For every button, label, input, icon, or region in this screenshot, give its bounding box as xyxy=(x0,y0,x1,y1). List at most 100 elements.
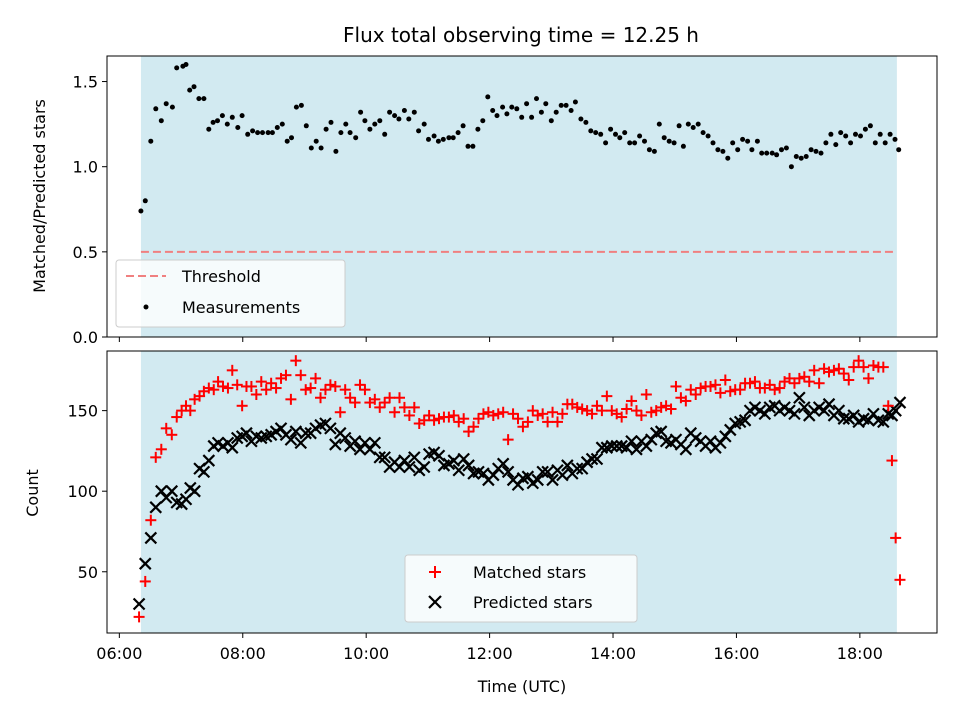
predicted-star-point xyxy=(610,439,624,453)
matched-star-point xyxy=(630,405,642,417)
matched-star-point xyxy=(576,403,588,415)
matched-star-point xyxy=(813,377,825,389)
matched-star-point xyxy=(788,377,800,389)
measurement-point xyxy=(700,130,706,136)
matched-star-point xyxy=(571,401,583,413)
matched-star-point xyxy=(155,443,167,455)
measurement-point xyxy=(387,109,393,115)
measurement-point xyxy=(343,121,349,127)
matched-star-point xyxy=(670,380,682,392)
predicted-star-point xyxy=(202,454,216,467)
measurement-point xyxy=(338,130,344,136)
chart-title: Flux total observing time = 12.25 h xyxy=(343,23,699,47)
measurement-point xyxy=(548,118,554,124)
measurement-point xyxy=(196,96,202,102)
measurement-point xyxy=(293,104,299,110)
predicted-star-point xyxy=(452,463,466,477)
matched-star-point xyxy=(769,384,781,396)
measurement-point xyxy=(416,128,422,134)
measurement-point xyxy=(740,136,746,142)
matched-star-point xyxy=(255,376,267,388)
bottom-legend-label-predicted: Predicted stars xyxy=(473,593,593,612)
matched-star-point xyxy=(433,413,445,425)
measurement-point xyxy=(593,130,599,136)
matched-star-point xyxy=(384,392,396,404)
matched-star-point xyxy=(369,393,381,405)
measurement-point xyxy=(735,147,741,153)
matched-star-point xyxy=(139,575,151,587)
matched-star-point xyxy=(250,389,262,401)
measurement-point xyxy=(401,108,407,113)
matched-star-point xyxy=(150,451,162,463)
matched-star-point xyxy=(507,408,519,420)
matched-star-point xyxy=(838,368,850,380)
predicted-star-point xyxy=(654,425,668,438)
measurement-point xyxy=(705,133,711,139)
measurement-point xyxy=(858,133,863,139)
predicted-star-point xyxy=(590,452,604,466)
matched-star-point xyxy=(448,409,460,421)
predicted-star-point xyxy=(197,465,211,479)
matched-star-point xyxy=(477,408,489,420)
matched-star-point xyxy=(655,401,667,413)
matched-star-point xyxy=(222,382,234,394)
matched-star-point xyxy=(492,408,504,420)
predicted-star-point xyxy=(501,465,515,479)
measurement-point xyxy=(680,143,686,149)
measurement-point xyxy=(298,102,304,108)
predicted-star-point xyxy=(556,468,569,482)
measurement-point xyxy=(377,118,383,124)
measurement-point xyxy=(613,131,618,137)
measurement-point xyxy=(788,164,794,170)
measurement-point xyxy=(406,116,412,122)
predicted-star-point xyxy=(144,531,158,545)
measurement-point xyxy=(455,130,461,136)
predicted-star-point xyxy=(368,436,382,450)
predicted-star-point xyxy=(788,407,801,421)
matched-star-point xyxy=(537,408,549,420)
measurement-point xyxy=(255,130,261,136)
measurement-point xyxy=(798,155,804,161)
measurement-point xyxy=(318,145,324,151)
measurement-point xyxy=(519,114,525,120)
measurement-point xyxy=(887,131,893,137)
matched-star-point xyxy=(823,366,835,378)
measurement-point xyxy=(224,121,230,127)
bottom-y-axis: 50 100 150 xyxy=(67,402,107,582)
matched-star-point xyxy=(867,360,879,372)
measurement-point xyxy=(504,111,510,117)
predicted-star-point xyxy=(822,397,836,411)
measurement-point xyxy=(210,119,216,125)
matched-star-point xyxy=(423,409,435,421)
measurement-point xyxy=(215,118,220,124)
measurement-point xyxy=(367,126,373,132)
measurement-point xyxy=(783,145,789,151)
predicted-star-point xyxy=(188,484,201,498)
matched-star-point xyxy=(497,406,509,418)
matched-star-point xyxy=(808,364,820,376)
measurement-point xyxy=(764,150,770,156)
top-x-axis-ticks xyxy=(118,337,861,342)
measurement-point xyxy=(494,113,500,119)
measurement-point xyxy=(656,121,662,127)
measurement-point xyxy=(245,131,251,137)
y-tick-label: 50 xyxy=(78,563,98,582)
measurement-point xyxy=(279,121,285,127)
matched-star-point xyxy=(290,355,302,367)
matched-star-point xyxy=(310,372,322,384)
top-legend: Threshold Measurements xyxy=(115,259,346,328)
bottom-legend-box xyxy=(404,554,638,623)
matched-star-point xyxy=(468,421,480,433)
matched-star-point xyxy=(551,416,563,428)
predicted-star-point xyxy=(889,404,902,417)
matched-star-point xyxy=(556,408,568,420)
measurement-point xyxy=(622,130,628,136)
matched-star-point xyxy=(744,377,756,389)
measurement-point xyxy=(284,138,290,144)
matched-star-point xyxy=(858,361,870,373)
predicted-star-point xyxy=(329,438,342,451)
predicted-star-point xyxy=(149,501,163,514)
measurement-point xyxy=(838,130,844,136)
matched-star-point xyxy=(463,426,475,438)
predicted-star-point xyxy=(837,412,851,425)
